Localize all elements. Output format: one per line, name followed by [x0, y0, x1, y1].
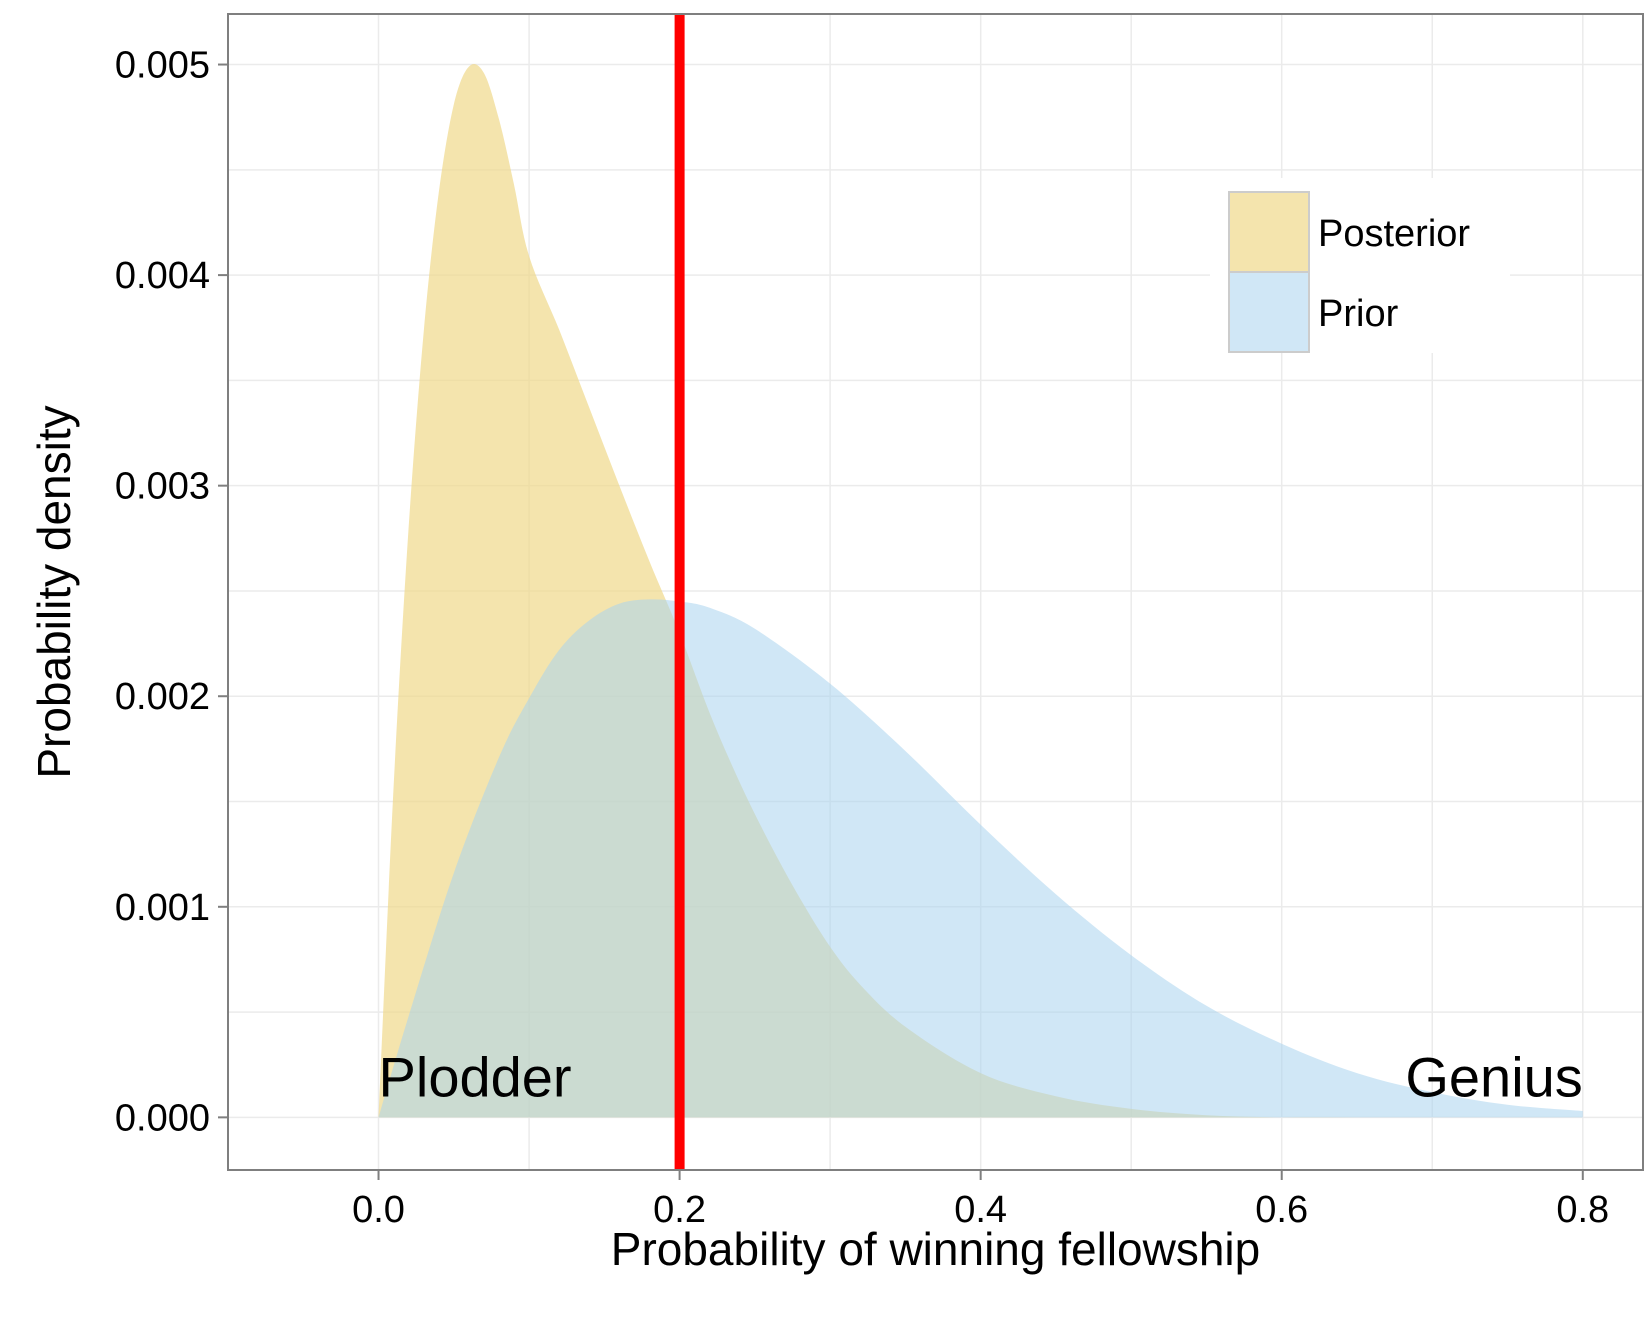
- annotation-genius: Genius: [1405, 1045, 1582, 1108]
- legend-label-posterior: Posterior: [1318, 213, 1470, 255]
- legend: Posterior Prior: [1210, 178, 1510, 353]
- x-axis-title: Probability of winning fellowship: [611, 1223, 1260, 1275]
- x-tick-label: 0.4: [954, 1189, 1007, 1231]
- x-tick-label: 0.6: [1255, 1189, 1308, 1231]
- axis-layer: 0.0 0.2 0.4 0.6 0.8 0.000 0.001 0.002 0.003 0.004…: [115, 45, 1609, 1231]
- legend-key-posterior: [1228, 191, 1310, 273]
- y-tick-label: 0.001: [115, 887, 210, 929]
- y-tick-label: 0.002: [115, 676, 210, 718]
- legend-label-prior: Prior: [1318, 293, 1399, 335]
- annotation-plodder: Plodder: [379, 1045, 572, 1108]
- plot-panel-border: [227, 13, 1644, 1171]
- y-axis-title: Probability density: [28, 405, 80, 778]
- y-tick-label: 0.003: [115, 466, 210, 508]
- legend-key-prior: [1228, 271, 1310, 353]
- annotation-layer: Plodder Genius: [379, 1045, 1583, 1108]
- y-tick-label: 0.004: [115, 255, 210, 297]
- y-tick-label: 0.000: [115, 1097, 210, 1139]
- y-tick-label: 0.005: [115, 45, 210, 87]
- x-tick-label: 0.2: [653, 1189, 706, 1231]
- x-tick-label: 0.0: [352, 1189, 405, 1231]
- x-tick-label: 0.8: [1556, 1189, 1609, 1231]
